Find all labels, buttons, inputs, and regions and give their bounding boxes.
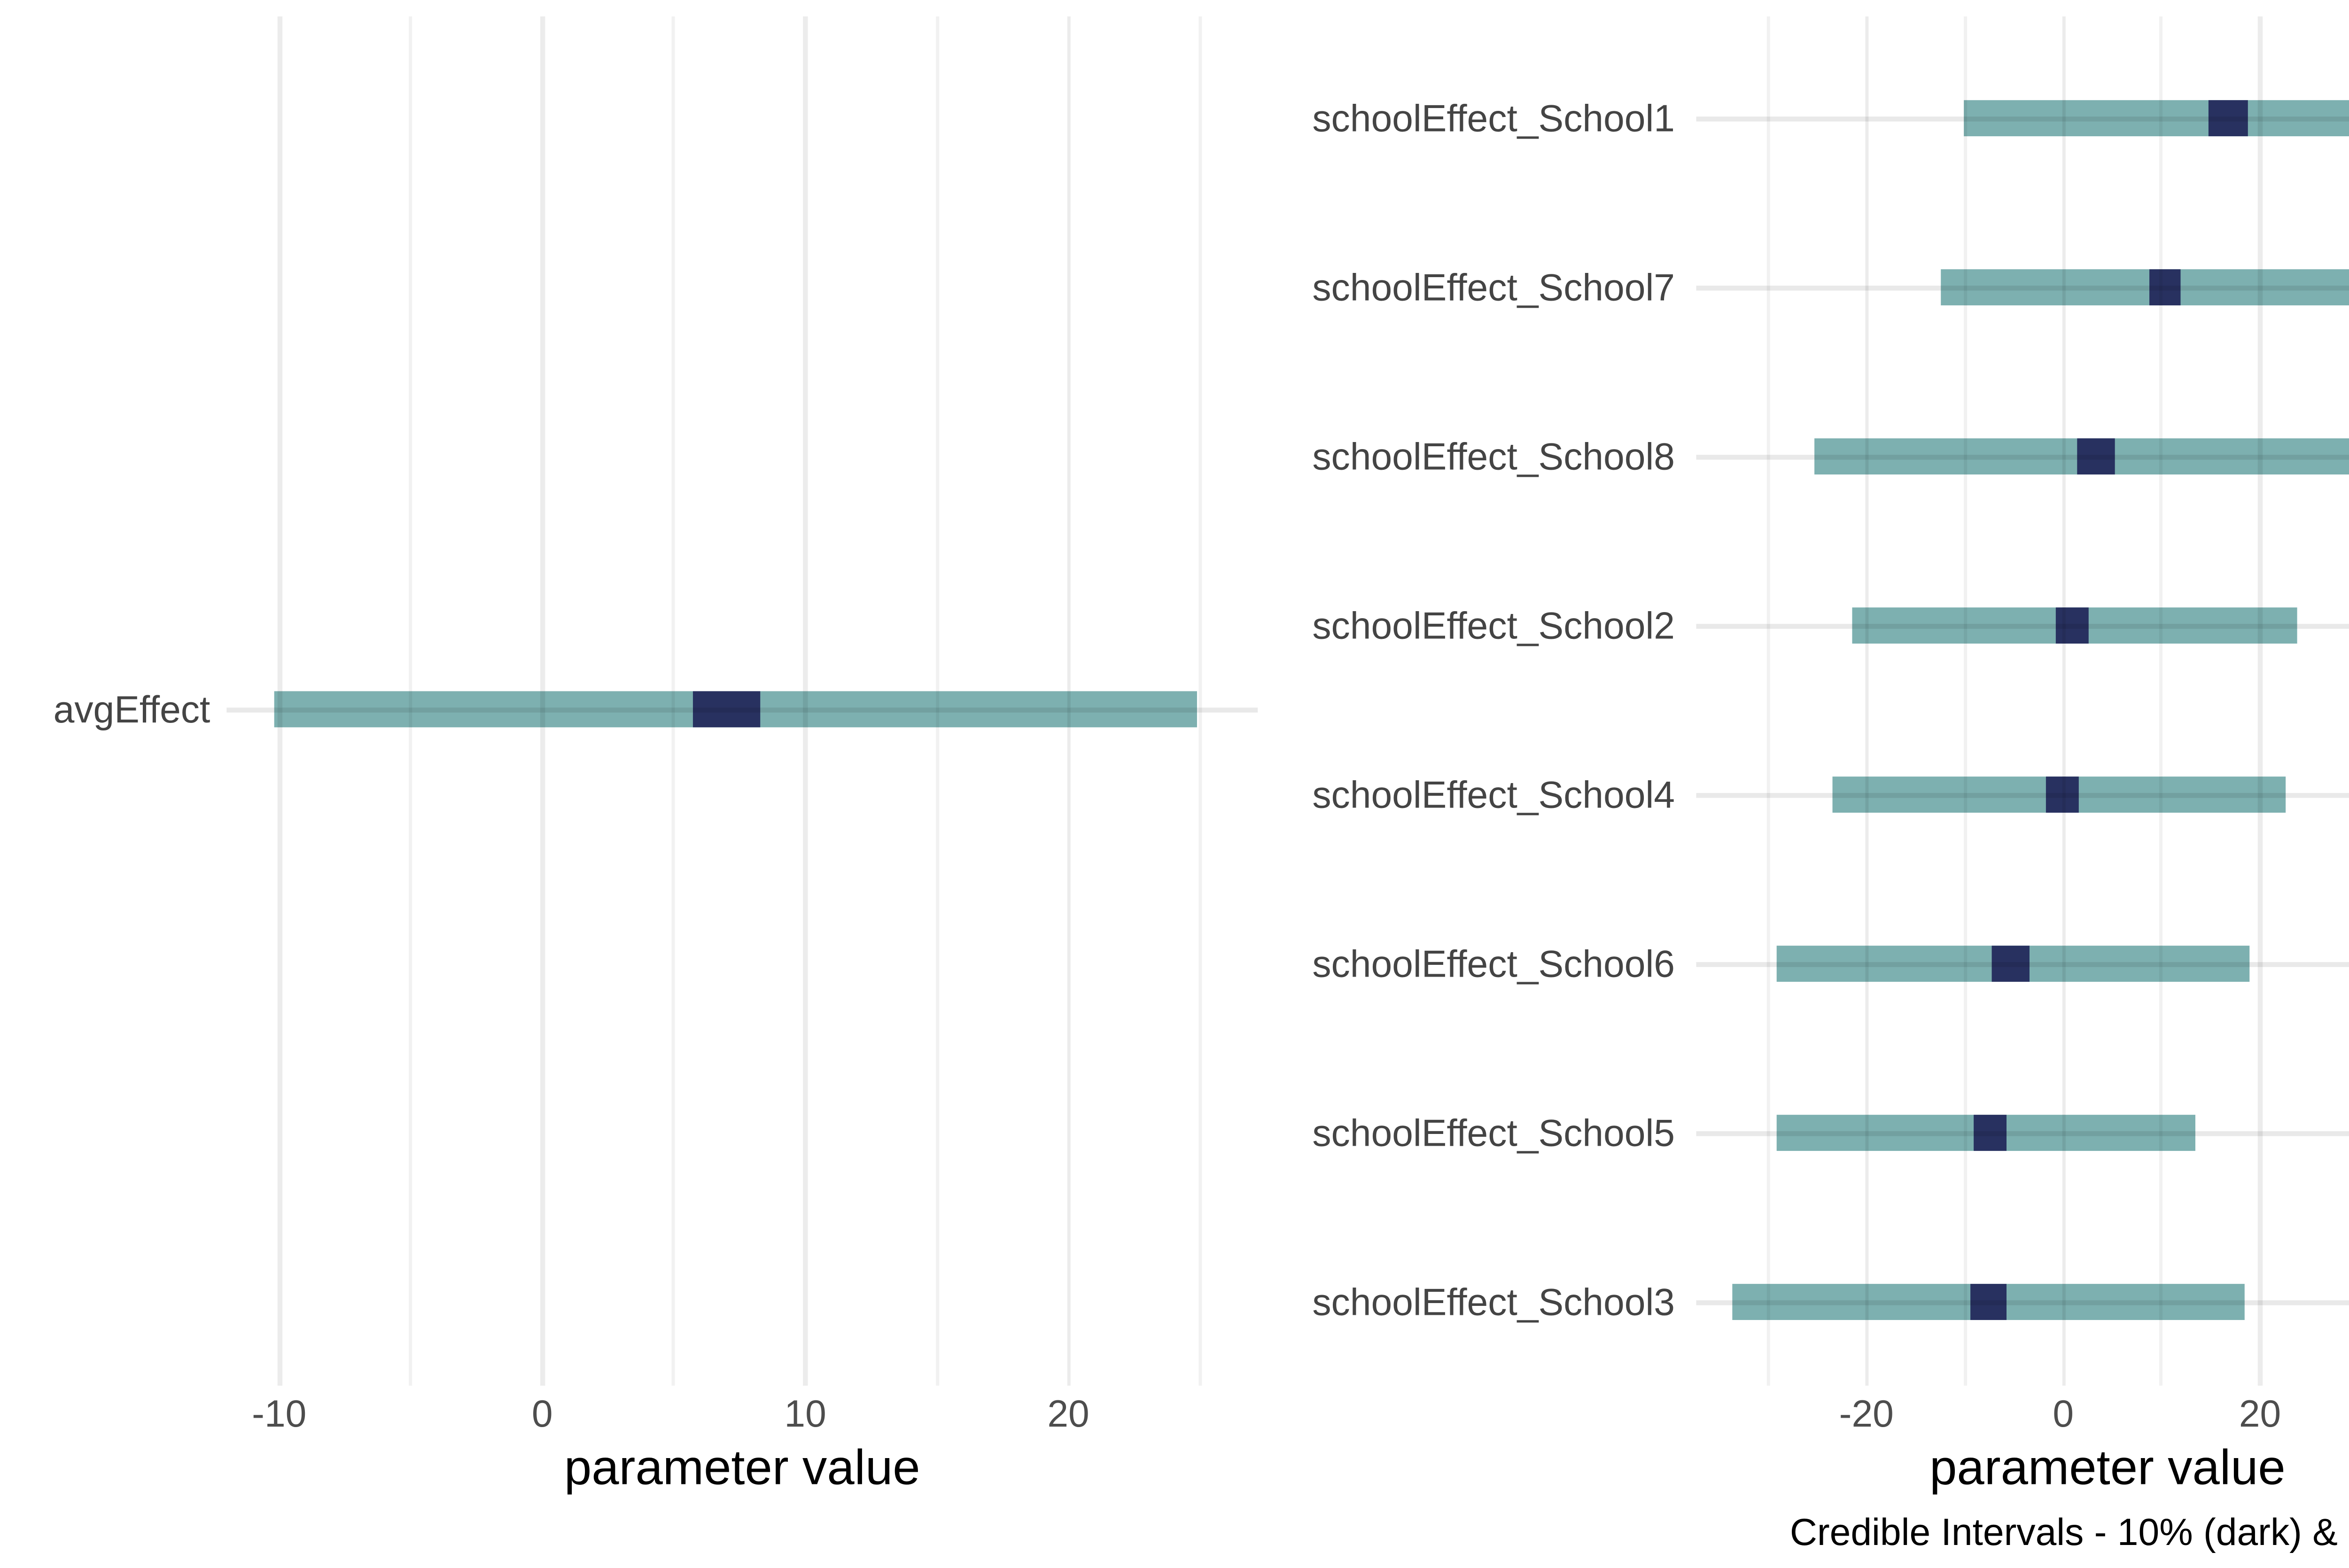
major-gridline	[803, 16, 808, 1386]
x-axis-tick-label: 10	[784, 1392, 826, 1435]
major-gridline	[1066, 16, 1071, 1386]
parameter-row-label: schoolEffect_School6	[1312, 942, 1675, 986]
minor-gridline	[1963, 16, 1967, 1386]
credible-interval-10-bar	[2077, 438, 2115, 475]
credible-interval-10-bar	[2055, 607, 2089, 644]
x-axis-tick-label: 0	[2053, 1392, 2074, 1435]
avg-effect-plot-area	[226, 16, 1258, 1386]
parameter-row-label: avgEffect	[53, 688, 210, 731]
row-gridline	[1696, 792, 2349, 797]
row-gridline	[1696, 1130, 2349, 1135]
x-axis-tick-label: -20	[1839, 1392, 1894, 1435]
parameter-row-label: schoolEffect_School2	[1312, 604, 1675, 647]
credible-interval-10-bar	[1991, 946, 2029, 982]
credible-interval-10-bar	[692, 691, 761, 728]
credible-interval-90-bar	[1940, 269, 2349, 306]
minor-gridline	[1766, 16, 1770, 1386]
x-axis-title: parameter value	[1929, 1441, 2286, 1496]
row-gridline	[1696, 961, 2349, 966]
x-axis-title: parameter value	[564, 1441, 920, 1496]
x-axis-tick-label: 20	[1047, 1392, 1089, 1435]
minor-gridline	[2160, 16, 2163, 1386]
major-gridline	[1865, 16, 1869, 1386]
credible-interval-10-bar	[2208, 100, 2248, 137]
parameter-row-label: schoolEffect_School4	[1312, 773, 1675, 816]
major-gridline	[277, 16, 282, 1386]
row-gridline	[1696, 454, 2349, 459]
school-effects-plot-area	[1696, 16, 2349, 1386]
parameter-row-label: schoolEffect_School3	[1312, 1281, 1675, 1324]
figure-caption: Credible Intervals - 10% (dark) & 90% (l…	[1789, 1510, 2349, 1553]
major-gridline	[2061, 16, 2066, 1386]
credible-interval-10-bar	[1974, 1115, 2007, 1151]
x-axis-tick-label: 20	[2239, 1392, 2281, 1435]
row-gridline	[1696, 285, 2349, 290]
minor-gridline	[935, 16, 939, 1386]
row-gridline	[226, 706, 1258, 712]
credible-interval-10-bar	[2045, 776, 2079, 813]
row-gridline	[1696, 1299, 2349, 1304]
minor-gridline	[672, 16, 676, 1386]
row-gridline	[1696, 623, 2349, 628]
minor-gridline	[409, 16, 412, 1386]
x-axis-tick-label: 0	[531, 1392, 553, 1435]
parameter-row-label: schoolEffect_School5	[1312, 1111, 1675, 1155]
row-gridline	[1696, 116, 2349, 121]
minor-gridline	[1198, 16, 1202, 1386]
credible-interval-90-bar	[1964, 100, 2349, 137]
credible-interval-10-bar	[2150, 269, 2182, 306]
major-gridline	[540, 16, 545, 1386]
x-axis-tick-label: -10	[252, 1392, 307, 1435]
parameter-row-label: schoolEffect_School7	[1312, 266, 1675, 309]
parameter-row-label: schoolEffect_School1	[1312, 97, 1675, 140]
credible-interval-10-bar	[1969, 1284, 2007, 1320]
parameter-row-label: schoolEffect_School8	[1312, 435, 1675, 478]
major-gridline	[2258, 16, 2263, 1386]
